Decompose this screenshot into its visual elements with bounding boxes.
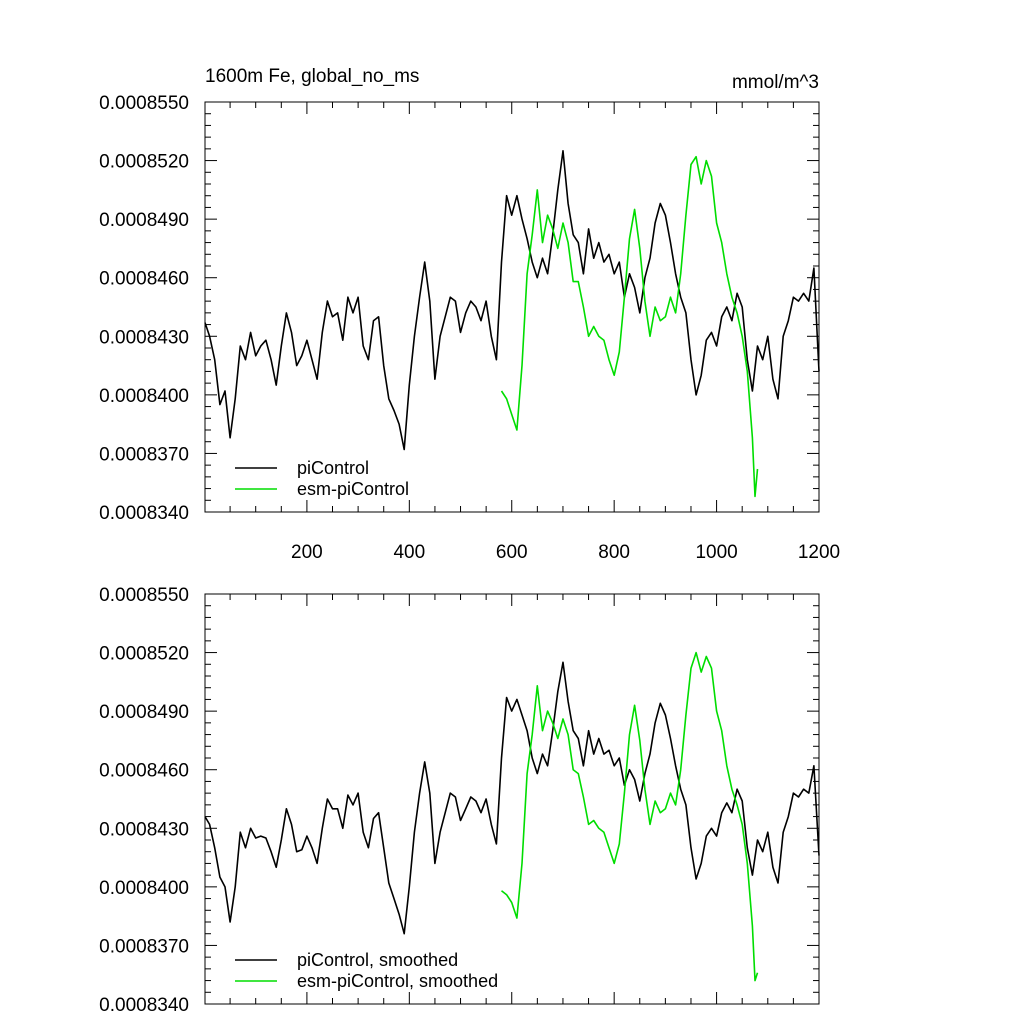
units-label: mmol/m^3: [732, 72, 819, 93]
y-tick-label: 0.0008550: [99, 93, 189, 114]
y-tick-label: 0.0008430: [99, 327, 189, 348]
legend-label: piControl: [297, 458, 369, 478]
y-tick-label: 0.0008400: [99, 386, 189, 407]
bottom-panel: 0.0008550 0.0008520 0.0008490 0.0008460 0.00…: [99, 585, 820, 1016]
x-tick-label: 600: [496, 542, 528, 563]
x-tick-label: 1200: [798, 542, 840, 563]
series-line-esm-picontrol: [500, 155, 759, 498]
series-line-picontrol: [204, 150, 820, 451]
x-tick-label: 200: [291, 542, 323, 563]
chart-title: 1600m Fe, global_no_ms: [205, 66, 419, 87]
top-panel: 0.0008550 0.0008520 0.0008490 0.0008460 0.00…: [99, 66, 840, 563]
y-tick-label: 0.0008340: [99, 503, 189, 524]
y-tick-label: 0.0008430: [99, 819, 189, 840]
x-tick-label: 800: [598, 542, 630, 563]
y-tick-label: 0.0008490: [99, 210, 189, 231]
y-tick-label: 0.0008490: [99, 702, 189, 723]
y-tick-label: 0.0008370: [99, 936, 189, 957]
y-tick-label: 0.0008460: [99, 269, 189, 290]
series-line-esm-picontrol: [501, 651, 759, 982]
y-tick-label: 0.0008460: [99, 761, 189, 782]
y-tick-label: 0.0008340: [99, 995, 189, 1016]
y-tick-label: 0.0008520: [99, 152, 189, 173]
x-tick-label: 1000: [695, 542, 737, 563]
y-tick-label: 0.0008400: [99, 878, 189, 899]
y-tick-label: 0.0008370: [99, 444, 189, 465]
legend-label: piControl, smoothed: [297, 950, 458, 970]
series-line-picontrol: [204, 661, 820, 935]
axis-ticks: [204, 593, 820, 1005]
legend-label: esm-piControl: [297, 479, 409, 499]
x-tick-label: 400: [393, 542, 425, 563]
legend-label: esm-piControl, smoothed: [297, 971, 498, 991]
y-tick-label: 0.0008520: [99, 644, 189, 665]
plot-frame: [204, 593, 820, 1005]
y-tick-label: 0.0008550: [99, 585, 189, 606]
